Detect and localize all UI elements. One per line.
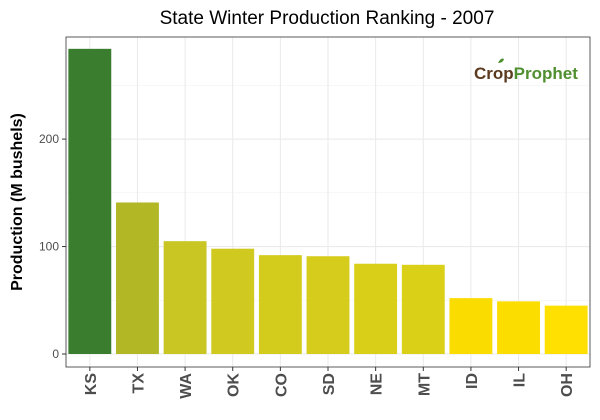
bar-ks [68,48,112,354]
x-tick-label: OH [559,373,576,397]
bar-il [497,301,540,354]
x-tick-label: ID [464,373,481,389]
x-tick-label: KS [83,373,100,396]
y-tick-label: 100 [39,240,59,254]
x-tick-label: OK [226,373,243,397]
bar-co [258,255,302,354]
bar-oh [544,305,588,354]
bars [68,48,588,354]
logo-prophet: Prophet [514,64,579,83]
x-tick-label: CO [273,373,290,397]
y-tick-label: 0 [52,347,59,361]
plot-area [65,36,591,368]
x-tick-label: TX [130,373,147,394]
cropprophet-logo: CropProphet [474,58,578,83]
bar-ne [354,263,398,354]
y-tick-label: 200 [39,132,59,146]
bar-sd [306,256,350,354]
x-tick-label: NE [369,373,386,396]
bar-wa [163,241,207,354]
y-axis-ticks: 0 100 200 [39,132,66,361]
bar-mt [401,264,445,354]
bar-ok [211,248,255,354]
leaf-icon [498,58,504,63]
x-tick-label: IL [512,373,529,387]
x-tick-label: WA [178,373,195,399]
x-axis-ticks: KS TX WA OK CO SD NE MT ID IL OH [83,367,576,399]
logo-crop: Crop [474,64,514,83]
x-tick-label: SD [321,373,338,395]
logo-text: CropProphet [474,64,578,83]
bar-id [449,298,493,354]
y-axis-label: Production (M bushels) [9,113,26,291]
bar-tx [116,202,159,354]
x-tick-label: MT [416,373,433,396]
chart-title: State Winter Production Ranking - 2007 [160,8,495,29]
